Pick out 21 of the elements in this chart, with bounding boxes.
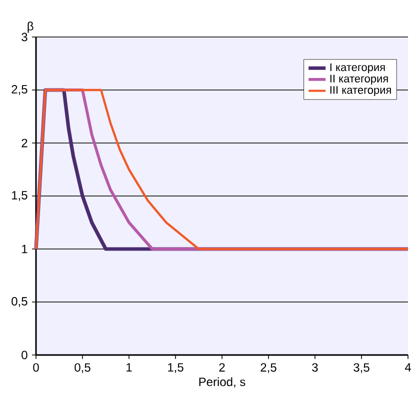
- x-tick-label: 4: [404, 363, 411, 372]
- x-axis-title: Period, s: [199, 377, 246, 388]
- y-tick-label: 2: [22, 138, 28, 148]
- legend-label: III категория: [330, 86, 391, 96]
- x-tick-label: 0: [33, 363, 39, 372]
- x-tick-label: 1,5: [168, 363, 184, 373]
- y-tick-label: 2,5: [12, 85, 28, 95]
- y-tick-label: 0: [22, 350, 28, 360]
- y-tick-label: 0,5: [12, 297, 28, 307]
- x-tick-label: 2: [219, 363, 225, 372]
- y-axis-title: β: [28, 22, 34, 33]
- x-tick-label: 3,5: [354, 363, 370, 374]
- y-tick-label: 3: [22, 32, 28, 42]
- x-tick-label: 1: [126, 363, 132, 372]
- y-tick-label: 1: [22, 244, 28, 254]
- x-tick-label: 0,5: [74, 363, 90, 374]
- x-tick-label: 3: [312, 363, 318, 372]
- y-tick-label: 1,5: [12, 191, 28, 201]
- x-tick-label: 2,5: [260, 363, 276, 374]
- legend-label: I категория: [330, 63, 385, 74]
- legend-label: II категория: [330, 74, 388, 85]
